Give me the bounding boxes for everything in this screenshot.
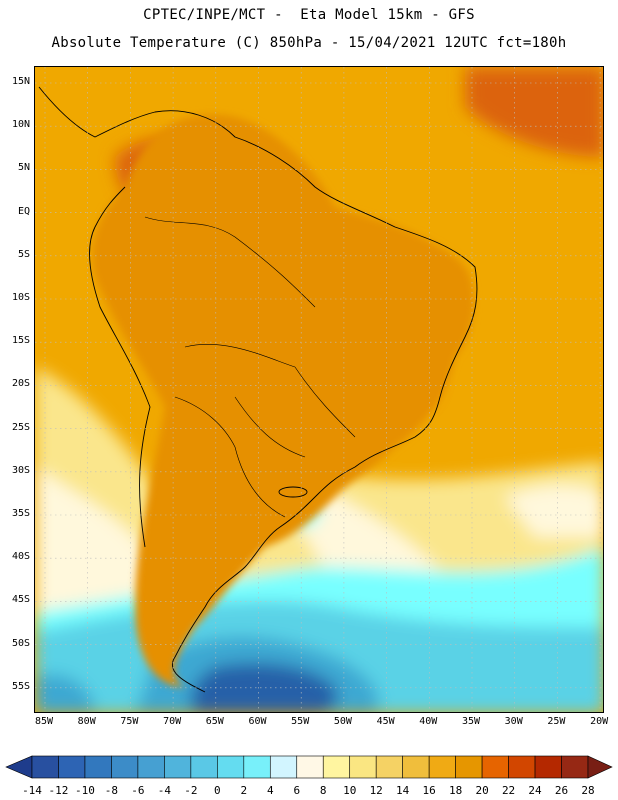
colorbar-tick-label: 16 (422, 784, 436, 797)
lat-tick-label: 35S (11, 508, 30, 519)
lat-tick-label: 5N (17, 162, 30, 174)
colorbar-swatch (402, 755, 430, 779)
colorbar-tick-label: -6 (131, 784, 145, 797)
lat-tick-label: 55S (11, 680, 30, 692)
coastline (38, 86, 478, 693)
colorbar-tick-label: -2 (184, 784, 198, 797)
temperature-colorbar (0, 750, 618, 800)
lat-tick-label: 45S (11, 594, 30, 606)
deep-blue-zone (191, 663, 338, 712)
colorbar-tick-label: 0 (214, 784, 221, 797)
colorbar-swatch (534, 755, 562, 779)
temperature-map (34, 66, 604, 713)
colorbar-swatch (164, 755, 192, 779)
colorbar-tick-label: 24 (528, 784, 542, 797)
lat-tick-label: 30S (11, 464, 30, 476)
country-borders (144, 216, 356, 518)
colorbar-swatch (243, 755, 271, 779)
colorbar-swatch (31, 755, 59, 779)
colorbar-arrow-high (587, 755, 613, 779)
colorbar-swatch (428, 755, 456, 779)
colorbar-tick-label: -12 (48, 784, 69, 797)
colorbar-tick-label: 4 (266, 784, 274, 797)
lat-tick-label: 25S (11, 421, 30, 433)
map-canvas (35, 67, 603, 712)
lon-tick-label: 65W (205, 716, 224, 727)
colorbar-swatch (349, 755, 377, 779)
lon-tick-label: 20W (590, 716, 609, 727)
colorbar-tick-label: -8 (104, 784, 119, 797)
colorbar-tick-label: 8 (319, 784, 327, 797)
lon-tick-label: 55W (291, 716, 310, 727)
colorbar-tick-label: 2 (240, 784, 248, 797)
colorbar-tick-label: 10 (343, 784, 357, 797)
lat-tick-label: 40S (11, 551, 30, 563)
chart-subtitle: Absolute Temperature (C) 850hPa - 15/04/… (51, 35, 567, 51)
lon-tick-label: 30W (504, 716, 523, 727)
chart-title: CPTEC/INPE/MCT - Eta Model 15km - GFS (143, 7, 475, 23)
colorbar-swatch (322, 755, 351, 779)
lon-tick-label: 75W (120, 716, 139, 727)
lat-tick-label: EQ (17, 205, 30, 217)
colorbar-swatch (296, 755, 324, 779)
colorbar-swatch (190, 755, 218, 779)
lon-tick-label: 40W (419, 716, 438, 727)
lon-tick-label: 80W (77, 716, 96, 727)
colorbar-swatch (561, 755, 589, 779)
south-america-land (92, 114, 474, 688)
colorbar-swatch (481, 755, 509, 779)
colorbar-tick-label: 18 (448, 784, 463, 797)
colorbar-swatch (111, 755, 139, 779)
lon-tick-label: 85W (34, 716, 54, 727)
colorbar-swatch (217, 755, 245, 779)
lon-tick-label: 25W (547, 716, 566, 727)
colorbar-tick-label: 26 (554, 784, 569, 797)
lat-tick-label: 15S (11, 335, 30, 347)
colorbar-swatches (5, 755, 613, 779)
lon-tick-label: 70W (163, 716, 182, 727)
colorbar-swatch (84, 755, 112, 779)
lat-tick-label: 10N (11, 119, 30, 131)
lat-tick-label: 50S (11, 637, 30, 649)
hot-zone-northeast (465, 67, 603, 157)
colorbar-swatch (269, 755, 298, 779)
colorbar-tick-label: 12 (369, 784, 383, 797)
uruguay-lagoon (278, 486, 308, 498)
lon-tick-label: 45W (376, 716, 395, 727)
colorbar-swatch (508, 755, 536, 779)
colorbar-tick-label: -10 (75, 784, 95, 797)
colorbar-tick-label: 6 (293, 784, 301, 797)
colorbar-tick-label: 20 (475, 784, 489, 797)
lon-tick-label: 50W (333, 716, 352, 727)
pale-zone (35, 467, 603, 627)
colorbar-tick-label: 14 (396, 784, 410, 797)
colorbar-arrow-low (5, 755, 33, 779)
lon-tick-label: 60W (248, 716, 267, 727)
lat-tick-label: 15N (11, 76, 30, 87)
lat-tick-label: 5S (17, 248, 30, 260)
colorbar-tick-label: 28 (581, 784, 595, 797)
colorbar-tick-label: 22 (501, 784, 516, 797)
colorbar-swatch (375, 755, 403, 779)
colorbar-swatch (58, 755, 86, 779)
lon-tick-label: 35W (461, 716, 481, 727)
lat-tick-label: 20S (11, 378, 30, 390)
colorbar-swatch (137, 755, 165, 779)
colorbar-swatch (455, 755, 483, 779)
lat-tick-label: 10S (11, 292, 30, 303)
colorbar-tick-label: -4 (157, 784, 171, 797)
colorbar-tick-label: -14 (22, 784, 42, 797)
